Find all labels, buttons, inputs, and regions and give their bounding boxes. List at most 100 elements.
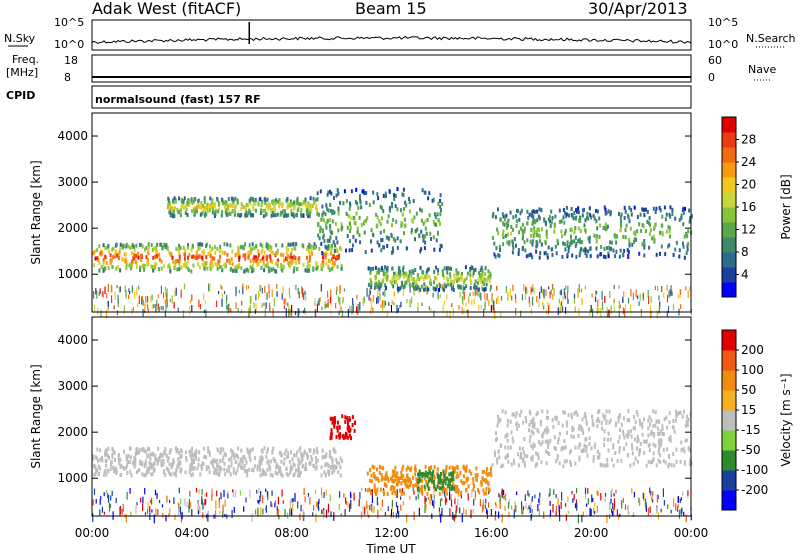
power-clutter-cell: [592, 308, 594, 318]
power-echo-cell: [646, 219, 649, 224]
vel-echo-cell: [450, 487, 453, 491]
power-echo-cell: [600, 245, 603, 249]
power-echo-cell: [332, 263, 335, 268]
vel-echo-cell: [133, 455, 136, 460]
power-echo-cell: [493, 241, 496, 246]
vel-echo-cell: [197, 462, 200, 467]
power-clutter-cell: [469, 292, 471, 297]
power-echo-cell: [683, 234, 686, 239]
power-echo-cell: [439, 283, 442, 288]
vel-echo-cell: [557, 421, 560, 425]
power-clutter-cell: [376, 297, 378, 304]
vel-echo-cell: [674, 418, 677, 423]
vel-echo-cell: [674, 409, 677, 414]
vel-clutter-cell: [205, 499, 207, 505]
power-echo-cell: [421, 234, 424, 239]
vel-echo-cell: [412, 484, 415, 488]
vel-clutter-cell: [444, 488, 446, 497]
power-echo-cell: [592, 213, 595, 218]
power-clutter-cell: [656, 310, 658, 319]
vel-echo-cell: [208, 452, 211, 457]
vel-clutter-cell: [514, 505, 516, 512]
vel-echo-cell: [442, 470, 445, 475]
vel-echo-cell: [659, 453, 661, 458]
power-echo-cell: [587, 249, 589, 254]
vel-echo-cell: [126, 471, 129, 475]
vel-echo-cell: [596, 449, 599, 454]
power-clutter-cell: [489, 287, 491, 292]
power-colorbar-segment: [722, 252, 736, 268]
power-clutter-cell: [383, 300, 385, 309]
power-clutter-cell: [564, 295, 567, 300]
vel-clutter-cell: [415, 496, 417, 501]
vel-clutter-cell: [119, 506, 121, 516]
power-echo-cell: [688, 208, 691, 213]
power-echo-cell: [306, 247, 308, 252]
vel-echo-cell: [685, 420, 688, 424]
power-echo-cell: [261, 256, 264, 261]
power-echo-cell: [566, 243, 569, 248]
power-echo-cell: [536, 227, 539, 232]
power-echo-cell: [308, 244, 311, 249]
power-echo-cell: [253, 255, 256, 260]
power-echo-cell: [154, 249, 157, 254]
vel-clutter-cell: [516, 491, 518, 496]
power-echo-cell: [246, 213, 249, 218]
vel-clutter-cell: [592, 498, 594, 502]
power-echo-cell: [405, 203, 408, 208]
vel-echo-cell: [417, 472, 419, 477]
vel-echo-cell: [482, 488, 485, 493]
vel-echo-cell: [246, 473, 249, 478]
power-echo-cell: [101, 250, 104, 255]
power-echo-cell: [163, 264, 166, 269]
vel-echo-cell: [688, 448, 691, 453]
power-echo-cell: [269, 255, 272, 260]
power-echo-cell: [376, 240, 379, 245]
vel-echo-cell: [507, 419, 509, 423]
vel-echo-cell: [496, 423, 499, 428]
power-echo-cell: [671, 207, 674, 212]
power-echo-cell: [574, 216, 577, 221]
power-echo-cell: [538, 234, 541, 239]
vel-clutter-cell: [427, 496, 429, 500]
power-echo-cell: [416, 277, 419, 282]
power-echo-cell: [223, 263, 226, 268]
power-clutter-cell: [442, 304, 444, 314]
vel-echo-cell: [591, 419, 594, 424]
power-echo-cell: [148, 246, 150, 250]
power-echo-cell: [558, 208, 561, 213]
power-echo-cell: [641, 223, 644, 227]
power-clutter-cell: [351, 305, 353, 315]
vel-echo-cell: [522, 457, 525, 462]
power-clutter-cell: [393, 301, 395, 306]
power-echo-cell: [373, 285, 376, 290]
vel-clutter-cell: [190, 501, 192, 509]
power-echo-cell: [125, 263, 128, 268]
vel-echo-cell: [598, 455, 601, 460]
vel-echo-cell: [604, 414, 607, 419]
vel-echo-cell: [612, 463, 615, 468]
vel-echo-cell: [428, 476, 431, 481]
vel-echo-cell: [485, 486, 488, 491]
vel-clutter-cell: [622, 497, 624, 503]
vel-clutter-cell: [274, 502, 276, 508]
power-clutter-cell: [227, 305, 229, 313]
velocity-colorbar-segment: [722, 370, 736, 391]
power-echo-cell: [402, 271, 405, 276]
power-echo-cell: [469, 286, 472, 290]
vel-clutter-cell: [501, 491, 503, 495]
vel-echo-cell: [105, 472, 108, 477]
vel-echo-cell: [297, 463, 300, 468]
power-echo-cell: [234, 196, 237, 201]
power-echo-cell: [260, 265, 263, 270]
vel-echo-cell: [289, 464, 292, 469]
power-echo-cell: [390, 232, 393, 237]
vel-clutter-cell: [463, 507, 465, 515]
power-echo-cell: [437, 268, 440, 273]
vel-echo-cell: [394, 473, 397, 478]
vel-echo-cell: [627, 429, 630, 434]
vel-echo-cell: [316, 446, 319, 451]
power-echo-cell: [244, 256, 247, 261]
power-echo-cell: [222, 200, 225, 205]
vel-clutter-cell: [538, 509, 540, 517]
